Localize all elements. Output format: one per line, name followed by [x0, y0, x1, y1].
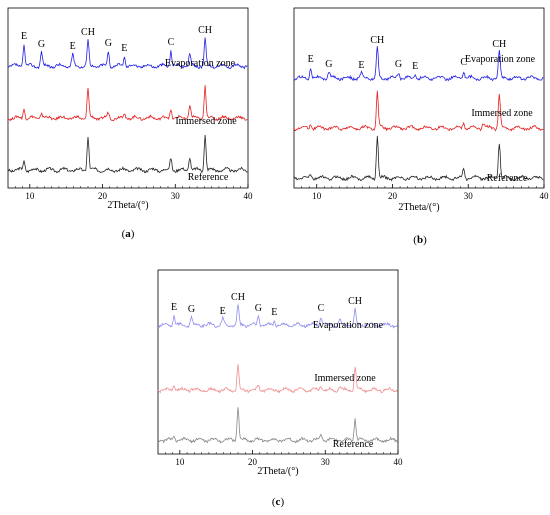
series-label: Evaporation zone	[165, 58, 236, 69]
x-tick-label: 10	[312, 191, 322, 201]
peak-label: E	[171, 302, 177, 313]
peak-label: E	[308, 54, 314, 65]
plot-frame	[293, 7, 545, 189]
series-line-reference	[293, 135, 544, 182]
panel-caption: (c)	[272, 496, 285, 508]
series-label: Evaporation zone	[465, 54, 536, 65]
series-line-immersed-zone	[157, 364, 398, 394]
peak-label: G	[38, 39, 45, 50]
peak-label: E	[358, 60, 364, 71]
series-line-reference	[7, 134, 248, 174]
plot-frame	[157, 269, 399, 455]
peak-label: CH	[231, 292, 245, 303]
series-line-immersed-zone	[293, 90, 544, 132]
peak-label: C	[168, 37, 175, 48]
peak-label: E	[271, 307, 277, 318]
x-tick-label: 40	[540, 191, 550, 201]
x-tick-label: 30	[171, 191, 181, 201]
series-label: Immersed zone	[175, 116, 237, 127]
series-line-evaporation-zone	[157, 304, 398, 329]
peak-label: E	[220, 306, 226, 317]
peak-label: C	[460, 57, 467, 68]
series-line-evaporation-zone	[293, 46, 544, 82]
peak-label: CH	[81, 27, 95, 38]
x-tick-label: 30	[464, 191, 474, 201]
peak-label: CH	[370, 35, 384, 46]
peak-label: E	[121, 43, 127, 54]
peak-label: CH	[198, 25, 212, 36]
series-label: Immersed zone	[314, 373, 376, 384]
panel-a: 10 20 30 40 2Theta/(°) Evaporation zone Immers…	[7, 7, 254, 240]
series-line-evaporation-zone	[8, 37, 248, 70]
peak-label: E	[21, 31, 27, 42]
peak-label: E	[412, 61, 418, 72]
peak-label: CH	[348, 296, 362, 307]
x-tick-label: 20	[248, 457, 258, 467]
panel-caption: (a)	[122, 228, 135, 240]
peak-label: C	[318, 303, 325, 314]
series-label: Reference	[188, 172, 229, 183]
peak-label: G	[188, 304, 195, 315]
peak-label: G	[105, 38, 112, 49]
x-axis-label: 2Theta/(°)	[107, 200, 148, 211]
plot-frame	[7, 7, 249, 189]
peak-label: CH	[492, 39, 506, 50]
x-tick-label: 20	[98, 191, 108, 201]
series-label: Evaporation zone	[313, 320, 384, 331]
x-axis-label: 2Theta/(°)	[398, 202, 439, 213]
x-tick-label: 30	[321, 457, 331, 467]
peak-label: E	[70, 41, 76, 52]
x-tick-label: 10	[25, 191, 35, 201]
x-tick-label: 40	[244, 191, 254, 201]
series-label: Reference	[487, 173, 528, 184]
peak-label: G	[325, 59, 332, 70]
x-axis-label: 2Theta/(°)	[257, 466, 298, 477]
peak-label: G	[255, 303, 262, 314]
panel-b: 10 20 30 40 2Theta/(°) Evaporation zone Immers…	[293, 7, 550, 246]
series-line-reference	[157, 407, 398, 444]
series-label: Reference	[333, 439, 374, 450]
x-tick-label: 20	[388, 191, 398, 201]
series-line-immersed-zone	[7, 85, 248, 122]
series-label: Immersed zone	[471, 108, 533, 119]
peak-label: G	[395, 59, 402, 70]
x-tick-label: 40	[394, 457, 404, 467]
panel-c: 10 20 30 40 2Theta/(°) Evaporation zone Immers…	[157, 269, 404, 508]
x-tick-label: 10	[175, 457, 185, 467]
panel-caption: (b)	[413, 234, 427, 246]
